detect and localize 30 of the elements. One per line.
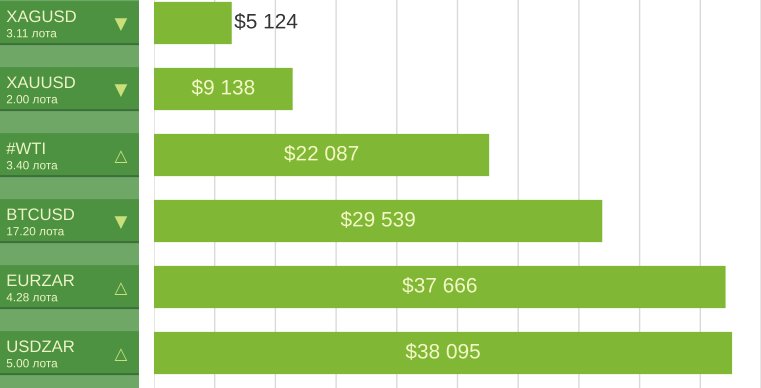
y-tick-label: XAGUSD <box>6 10 76 22</box>
text: △ <box>114 282 128 295</box>
data-label: $22 087 <box>284 144 358 162</box>
y-tick-label: #WTI <box>6 142 45 154</box>
text: ▼ <box>114 216 128 229</box>
bar <box>154 68 293 110</box>
data-label: $37 666 <box>402 276 477 294</box>
y-tick-label: EURZAR <box>8 274 74 286</box>
bar <box>154 266 726 308</box>
y-tick-label: USDZAR <box>8 340 74 352</box>
bar <box>154 332 732 374</box>
text: △ <box>114 150 128 163</box>
text: 2.00 лота <box>6 95 58 104</box>
data-label: $29 539 <box>340 210 415 228</box>
text: ▼ <box>114 84 128 97</box>
text: 17.20 лота <box>7 227 64 236</box>
data-label: $5 124 <box>234 12 298 30</box>
bar <box>154 200 602 242</box>
bar <box>154 134 490 176</box>
text: 3.11 лота <box>6 29 57 38</box>
data-label: $9 138 <box>192 78 254 96</box>
text: 5.00 лота <box>6 359 58 368</box>
y-tick-label: XAUUSD <box>6 76 75 88</box>
text: 4.28 лота <box>6 293 58 302</box>
text: 3.40 лота <box>6 161 58 170</box>
bar <box>154 2 232 44</box>
text: △ <box>114 348 128 361</box>
text: ▼ <box>114 18 128 31</box>
data-label: $38 095 <box>406 342 480 360</box>
y-tick-label: BTCUSD <box>8 208 74 220</box>
